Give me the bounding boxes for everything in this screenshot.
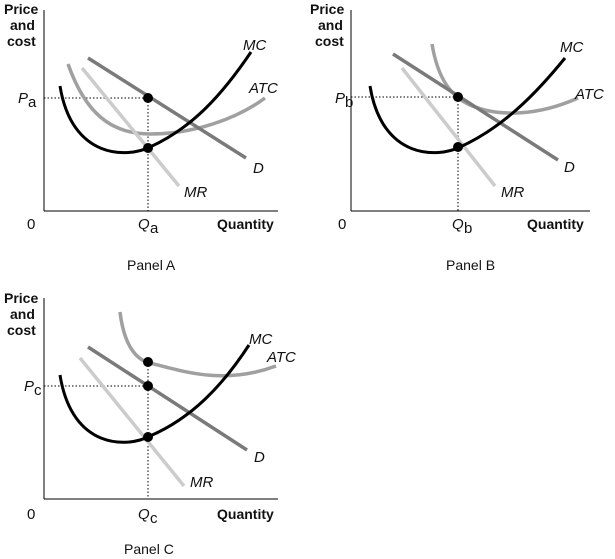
origin-label: 0 xyxy=(338,216,346,233)
equilibrium-point-price xyxy=(143,381,153,391)
y-axis-label-line3: cost xyxy=(7,33,36,49)
equilibrium-point-price xyxy=(453,92,463,102)
price-letter: P xyxy=(335,90,345,107)
quantity-subscript: a xyxy=(150,220,159,237)
y-axis-label-line2: and xyxy=(318,17,343,33)
price-letter: P xyxy=(24,378,34,395)
equilibrium-point-mc-mr xyxy=(453,142,463,152)
quantity-letter: Q xyxy=(452,216,464,233)
mr-label: MR xyxy=(184,184,207,201)
origin-label: 0 xyxy=(27,216,35,233)
price-subscript: a xyxy=(28,94,37,111)
y-axis-label-line1: Price xyxy=(4,1,38,17)
price-label: P a xyxy=(18,90,37,111)
quantity-label: Q b xyxy=(452,216,472,237)
mc-label: MC xyxy=(560,39,583,56)
panel-c: Price and cost 0 Quantity P c Q c MC ATC… xyxy=(4,290,296,557)
panel-a: Price and cost 0 Quantity P a Q a MC ATC… xyxy=(4,1,278,273)
atc-curve xyxy=(66,63,267,136)
y-axis-label-line2: and xyxy=(10,17,35,33)
equilibrium-point-mc-mr xyxy=(143,432,153,442)
mr-label: MR xyxy=(501,184,524,201)
panel-b: Price and cost 0 Quantity P b Q b MC ATC… xyxy=(310,1,604,273)
demand-label: D xyxy=(253,160,264,177)
y-axis-label-line2: and xyxy=(10,306,35,322)
quantity-label: Q a xyxy=(138,216,159,237)
price-subscript: b xyxy=(345,94,353,111)
x-axis-label: Quantity xyxy=(217,506,274,522)
mr-curve xyxy=(78,356,186,488)
atc-label: ATC xyxy=(248,80,278,97)
equilibrium-point-mc-mr xyxy=(143,143,153,153)
mc-label: MC xyxy=(243,37,266,54)
atc-label: ATC xyxy=(266,349,296,366)
demand-curve xyxy=(392,52,559,162)
panel-caption: Panel B xyxy=(446,257,495,273)
atc-label: ATC xyxy=(574,86,604,103)
mr-curve xyxy=(80,66,181,188)
x-axis-label: Quantity xyxy=(217,216,274,232)
quantity-letter: Q xyxy=(138,506,150,523)
price-subscript: c xyxy=(34,382,42,399)
mr-label: MR xyxy=(190,474,213,491)
origin-label: 0 xyxy=(27,506,35,523)
quantity-label: Q c xyxy=(138,506,158,527)
atc-curve xyxy=(118,311,277,378)
price-letter: P xyxy=(18,90,28,107)
panel-caption: Panel C xyxy=(124,541,174,557)
atc-point xyxy=(143,357,153,367)
x-axis-label: Quantity xyxy=(527,216,584,232)
mc-curve xyxy=(58,344,251,444)
panel-caption: Panel A xyxy=(127,257,176,273)
y-axis-label-line3: cost xyxy=(7,322,36,338)
y-axis-label-line3: cost xyxy=(315,33,344,49)
price-label: P b xyxy=(335,90,353,111)
demand-label: D xyxy=(254,449,265,466)
price-label: P c xyxy=(24,378,42,399)
demand-curve xyxy=(87,345,248,452)
demand-curve xyxy=(87,56,247,160)
quantity-subscript: b xyxy=(464,220,472,237)
equilibrium-point-price xyxy=(143,93,153,103)
y-axis-label-line1: Price xyxy=(4,290,38,306)
mc-label: MC xyxy=(249,331,272,348)
atc-curve xyxy=(430,43,579,115)
quantity-letter: Q xyxy=(138,216,150,233)
mr-curve xyxy=(400,66,497,188)
y-axis-label-line1: Price xyxy=(310,1,344,17)
demand-label: D xyxy=(564,159,575,176)
quantity-subscript: c xyxy=(150,510,158,527)
